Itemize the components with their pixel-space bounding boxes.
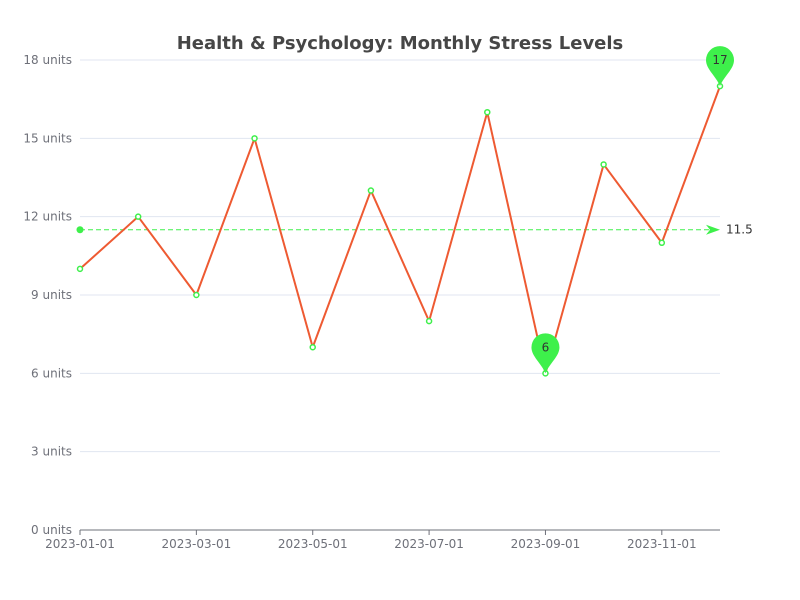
y-tick-label: 12 units <box>23 210 72 224</box>
max-mark-point-label: 17 <box>712 53 727 67</box>
y-tick-label: 18 units <box>23 53 72 67</box>
data-point[interactable] <box>484 108 491 116</box>
x-tick-label: 2023-05-01 <box>278 537 348 551</box>
mark-points: 17 6 <box>531 46 734 374</box>
y-tick-label: 15 units <box>23 131 72 145</box>
average-mark-line: 11.5 <box>76 223 753 237</box>
x-tick-label: 2023-03-01 <box>161 537 231 551</box>
y-tick-label: 6 units <box>31 366 72 380</box>
data-point[interactable] <box>425 317 433 325</box>
x-tick-label: 2023-01-01 <box>45 537 115 551</box>
min-mark-point-label: 6 <box>542 340 550 354</box>
y-axis: 0 units 3 units 6 units 9 units 12 units 15 u… <box>23 53 72 537</box>
data-point[interactable] <box>251 135 258 142</box>
y-tick-label: 9 units <box>31 288 72 302</box>
data-point[interactable] <box>134 213 142 220</box>
series-line <box>79 85 721 375</box>
data-point[interactable] <box>76 265 84 273</box>
data-point[interactable] <box>309 343 316 351</box>
y-tick-label: 3 units <box>31 445 72 459</box>
average-line-arrow <box>706 224 720 235</box>
x-tick-label: 2023-09-01 <box>511 537 581 551</box>
data-point[interactable] <box>600 161 607 168</box>
chart-title: Health & Psychology: Monthly Stress Leve… <box>177 33 624 54</box>
average-line-label: 11.5 <box>726 223 753 237</box>
x-tick-label: 2023-11-01 <box>627 537 697 551</box>
stress-series <box>76 82 724 377</box>
min-mark-point-pin <box>531 333 560 374</box>
data-point[interactable] <box>658 239 666 247</box>
grid-lines <box>80 59 720 453</box>
x-tick-label: 2023-07-01 <box>394 537 464 551</box>
data-point[interactable] <box>367 187 375 194</box>
max-mark-point-pin <box>706 46 734 87</box>
data-point[interactable] <box>193 291 200 299</box>
y-tick-label: 0 units <box>31 523 72 537</box>
x-axis: 2023-01-01 2023-03-01 2023-05-01 2023-07-01… <box>45 529 720 551</box>
